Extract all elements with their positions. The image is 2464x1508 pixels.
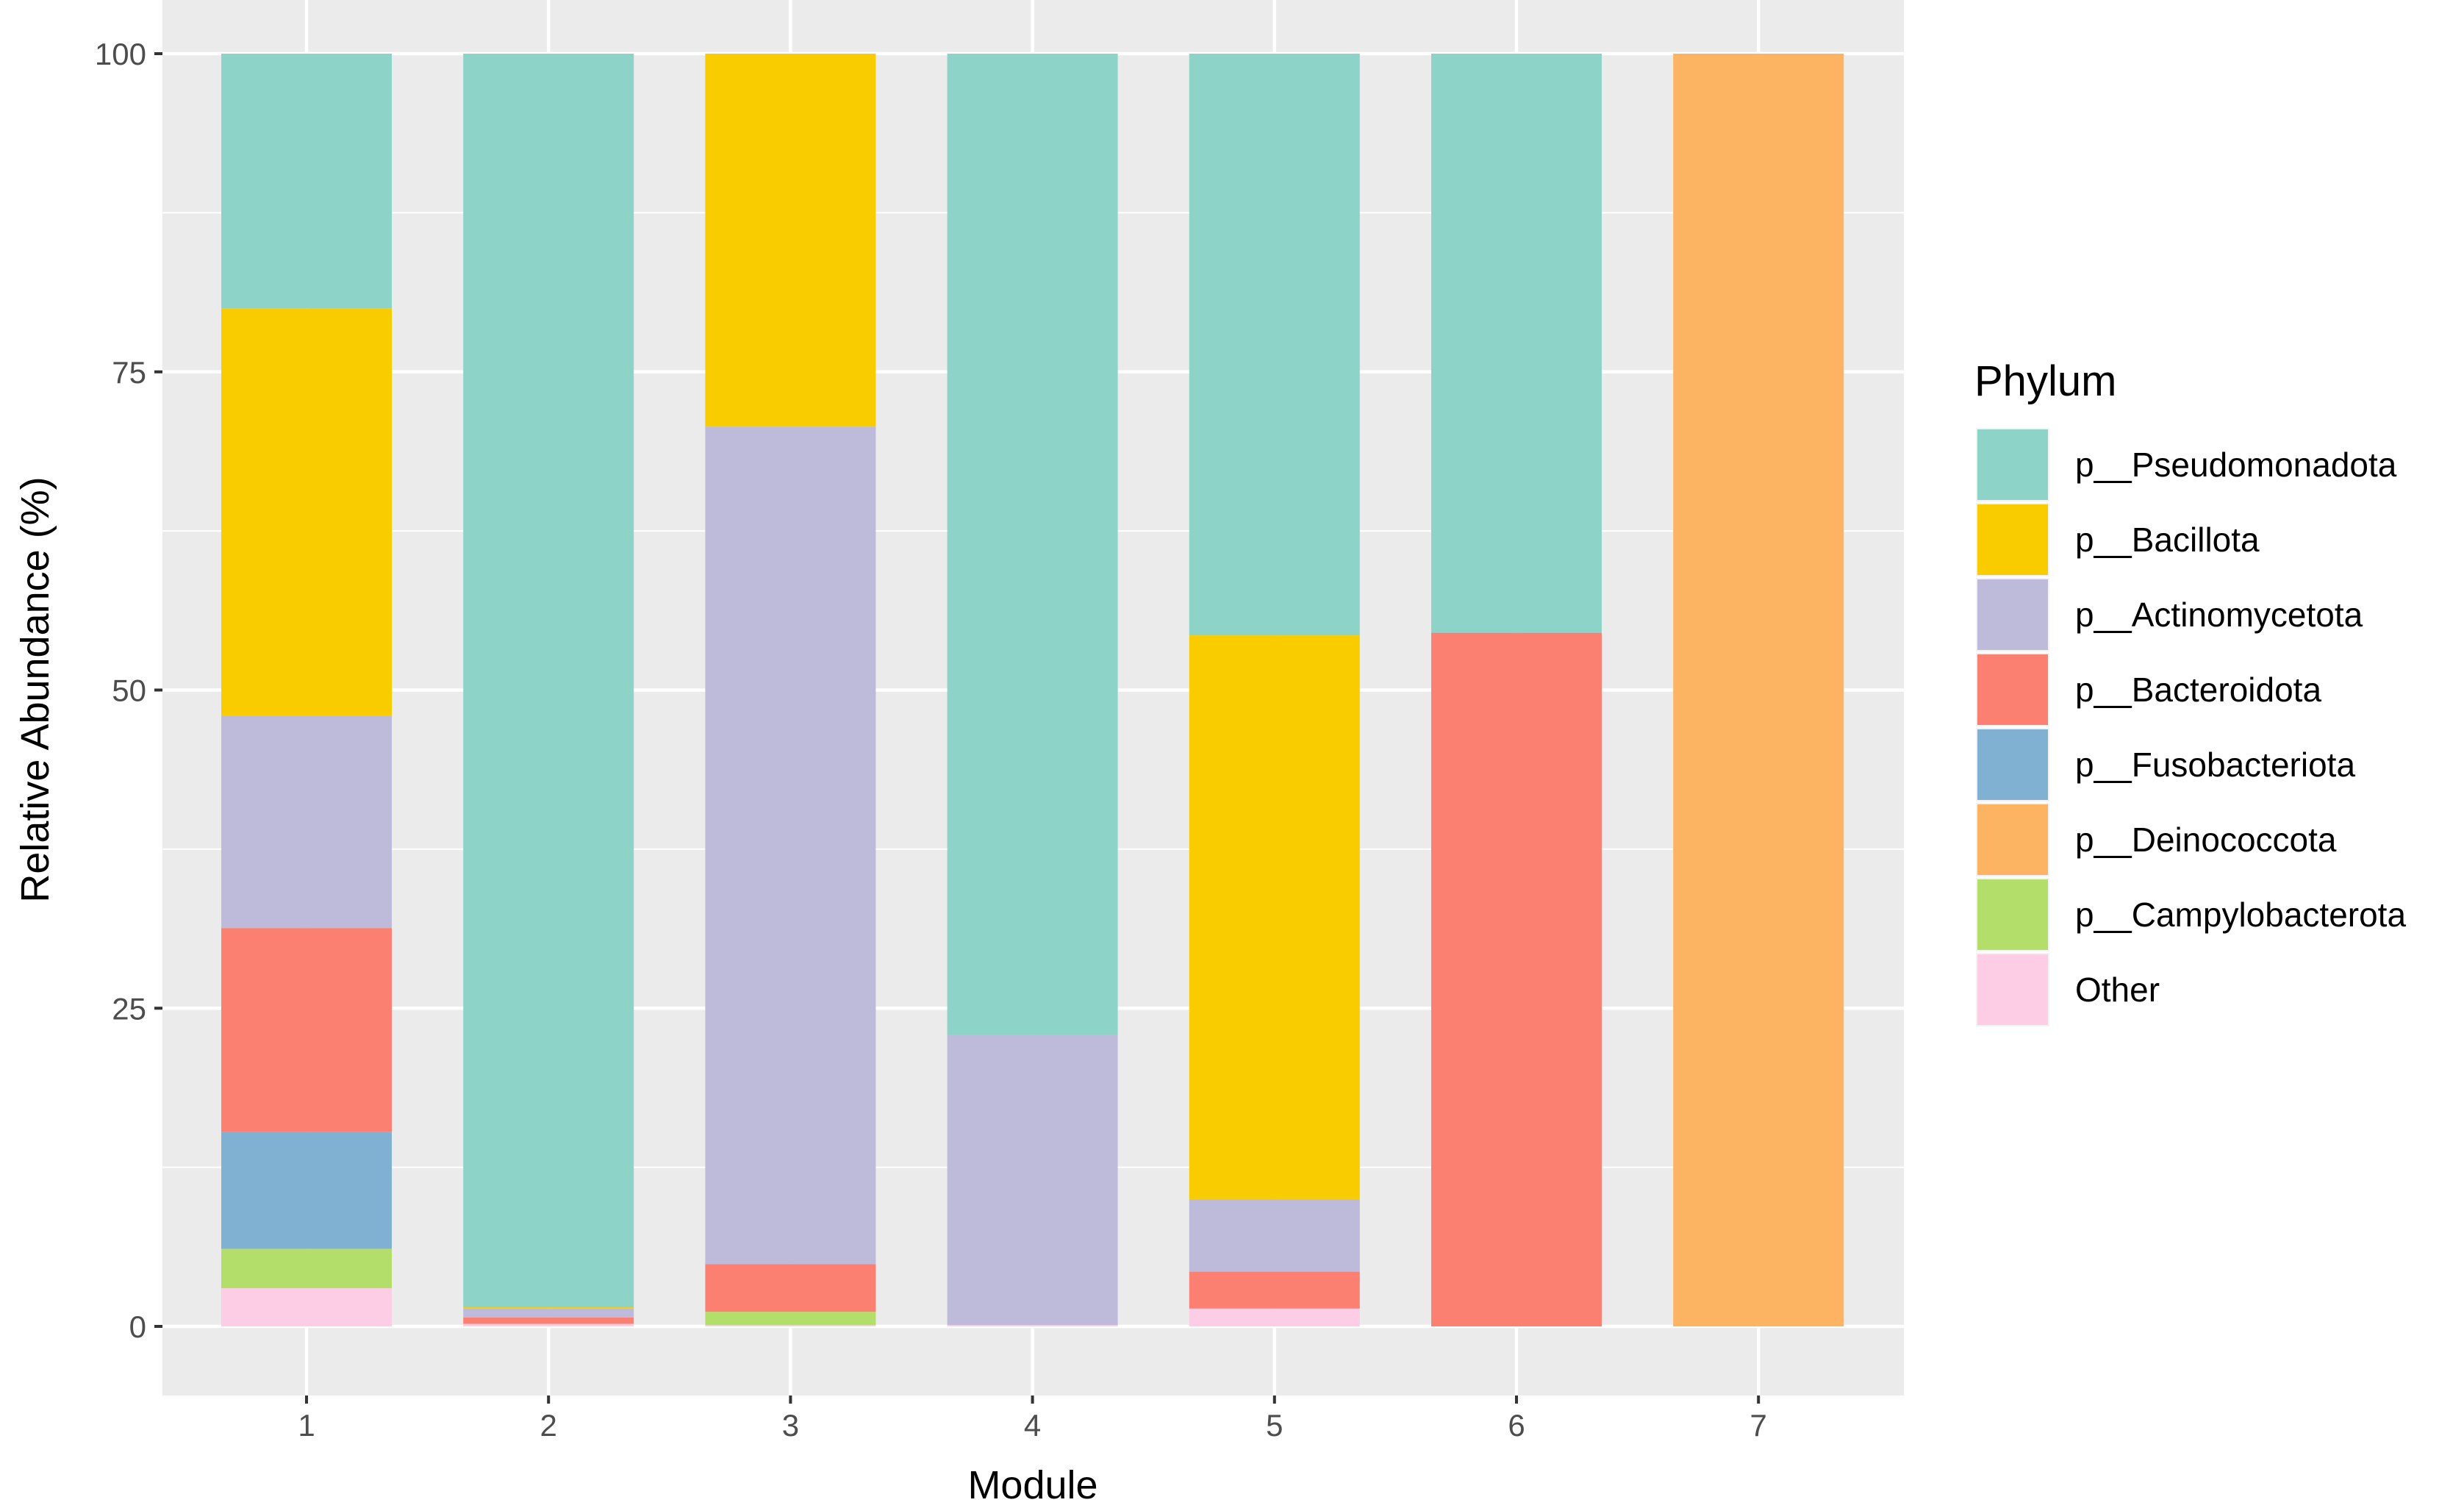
y-tick-label: 25: [112, 991, 146, 1026]
legend-key-swatch: [1977, 579, 2048, 650]
bar-segment-p-actinomycetota-module-2: [463, 1308, 634, 1318]
legend: Phylum p__Pseudomonadota p__Bacillota p__A…: [1974, 357, 2406, 1026]
legend-label: p__Bacteroidota: [2075, 671, 2321, 709]
bar-segment-p-pseudomonadota-module-1: [221, 54, 392, 309]
bar-segment-other-module-5: [1189, 1308, 1360, 1326]
bar-segment-p-bacteroidota-module-1: [221, 928, 392, 1132]
bar-segment-p-bacteroidota-module-6: [1431, 632, 1602, 1326]
bar-segment-p-actinomycetota-module-4: [947, 1034, 1118, 1326]
x-tick-label: 5: [1266, 1408, 1283, 1443]
x-axis-ticks: 1 2 3 4 5 6 7: [298, 1396, 1767, 1443]
bar-segment-p-bacillota-module-3: [705, 54, 876, 427]
bar-segment-p-bacillota-module-2: [463, 1307, 634, 1309]
legend-title: Phylum: [1974, 357, 2116, 405]
bar-segment-p-fusobacteriota-module-1: [221, 1132, 392, 1249]
legend-label: p__Campylobacterota: [2075, 896, 2406, 934]
x-tick-label: 4: [1024, 1408, 1041, 1443]
bar-segment-p-pseudomonadota-module-2: [463, 54, 634, 1308]
bar-segment-p-pseudomonadota-module-6: [1431, 54, 1602, 633]
y-tick-label: 50: [112, 673, 146, 708]
bar-segment-p-pseudomonadota-module-5: [1189, 54, 1360, 636]
legend-key-swatch: [1977, 654, 2048, 725]
bar-segment-other-module-4: [947, 1325, 1118, 1326]
y-tick-label: 0: [129, 1309, 146, 1344]
legend-label: p__Actinomycetota: [2075, 596, 2363, 634]
bar-segment-p-campylobacterota-module-3: [705, 1312, 876, 1326]
legend-key-swatch: [1977, 504, 2048, 575]
legend-label: p__Pseudomonadota: [2075, 446, 2397, 484]
bar-segment-p-actinomycetota-module-1: [221, 715, 392, 929]
bar-segment-p-campylobacterota-module-1: [221, 1248, 392, 1289]
bar-segment-p-pseudomonadota-module-4: [947, 54, 1118, 1035]
bars: [221, 54, 1844, 1326]
legend-label: p__Fusobacteriota: [2075, 746, 2355, 784]
bar-segment-p-bacillota-module-1: [221, 308, 392, 716]
bar-segment-p-bacillota-module-5: [1189, 635, 1360, 1199]
legend-label: p__Deinococcota: [2075, 821, 2337, 859]
y-tick-label: 75: [112, 355, 146, 390]
x-tick-label: 3: [782, 1408, 799, 1443]
y-axis-title: Relative Abundance (%): [13, 476, 57, 902]
legend-key-swatch: [1977, 879, 2048, 950]
legend-key-swatch: [1977, 429, 2048, 500]
bar-segment-p-bacteroidota-module-3: [705, 1264, 876, 1312]
bar-segment-other-module-1: [221, 1288, 392, 1326]
legend-key-swatch: [1977, 954, 2048, 1025]
bar-segment-p-deinococcota-module-7: [1673, 54, 1844, 1326]
y-tick-label: 100: [95, 37, 146, 71]
bar-segment-other-module-2: [463, 1323, 634, 1326]
x-tick-label: 7: [1750, 1408, 1767, 1443]
y-axis-ticks: 0 25 50 75 100: [95, 37, 162, 1344]
bar-segment-p-actinomycetota-module-5: [1189, 1198, 1360, 1272]
bar-segment-p-bacteroidota-module-5: [1189, 1271, 1360, 1309]
x-tick-label: 1: [298, 1408, 315, 1443]
legend-key-swatch: [1977, 804, 2048, 875]
legend-key-swatch: [1977, 729, 2048, 800]
legend-label: p__Bacillota: [2075, 521, 2260, 559]
legend-label: Other: [2075, 971, 2160, 1009]
x-tick-label: 2: [540, 1408, 557, 1443]
x-tick-label: 6: [1508, 1408, 1525, 1443]
bar-segment-other-module-3: [705, 1325, 876, 1326]
bar-segment-p-bacteroidota-module-2: [463, 1317, 634, 1324]
x-axis-title: Module: [967, 1463, 1097, 1507]
bar-segment-p-actinomycetota-module-3: [705, 426, 876, 1265]
